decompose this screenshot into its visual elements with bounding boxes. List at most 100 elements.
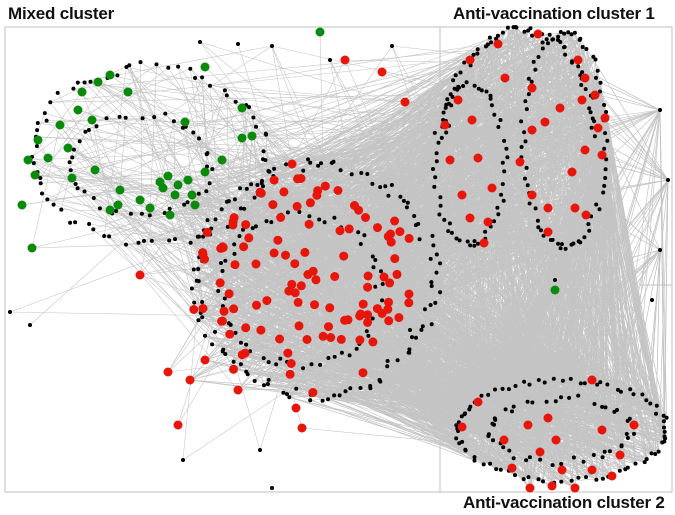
edge <box>31 124 61 249</box>
node-neutral <box>405 200 410 205</box>
node-neutral <box>317 217 322 222</box>
edge <box>600 82 661 111</box>
edge <box>547 132 606 233</box>
edge <box>546 39 604 193</box>
node-neutral <box>468 404 473 409</box>
edge <box>528 185 605 478</box>
node-neutral <box>465 239 470 244</box>
node-neutral <box>513 384 518 388</box>
node-neutral <box>210 342 215 347</box>
node-neutral <box>71 147 76 152</box>
node-anti-vaccine <box>268 200 278 210</box>
node-anti-vaccine <box>479 238 489 248</box>
node-neutral <box>379 269 383 274</box>
node-neutral <box>511 456 516 461</box>
node-pro-vaccine <box>170 190 180 200</box>
node-neutral <box>432 184 437 189</box>
node-neutral <box>154 62 159 67</box>
node-neutral <box>597 207 602 212</box>
node-neutral <box>197 136 201 141</box>
node-neutral <box>523 176 527 181</box>
node-neutral <box>633 461 638 466</box>
node-anti-vaccine <box>404 289 414 299</box>
node-neutral <box>220 269 225 273</box>
node-neutral <box>602 103 607 107</box>
node-neutral <box>216 289 221 293</box>
node-neutral <box>605 382 610 387</box>
edge <box>455 104 605 426</box>
node-neutral <box>117 114 122 119</box>
node-neutral <box>592 134 597 139</box>
edge <box>555 159 607 441</box>
node-neutral <box>463 447 468 452</box>
node-anti-vaccine <box>587 465 597 475</box>
node-neutral <box>364 329 369 334</box>
node-anti-vaccine <box>390 254 400 264</box>
node-neutral <box>417 237 422 242</box>
edge <box>490 98 606 179</box>
edge <box>595 192 604 205</box>
node-neutral <box>523 139 528 144</box>
node-neutral <box>285 210 290 215</box>
node-pro-vaccine <box>217 155 227 165</box>
node-neutral <box>140 116 145 121</box>
node-neutral <box>142 238 146 243</box>
node-neutral <box>433 175 438 180</box>
node-neutral <box>572 30 577 35</box>
node-anti-vaccine <box>465 55 475 65</box>
node-neutral <box>524 458 529 463</box>
edge <box>109 74 250 108</box>
node-neutral <box>569 478 574 483</box>
node-neutral <box>200 75 205 80</box>
edge <box>481 192 604 396</box>
node-neutral <box>489 103 494 108</box>
node-neutral <box>432 130 437 135</box>
edge <box>91 119 183 128</box>
node-neutral <box>503 407 508 412</box>
node-pro-vaccine <box>73 105 83 115</box>
edge <box>464 62 661 111</box>
edge <box>448 125 605 187</box>
edge <box>389 282 587 478</box>
edge <box>109 209 203 318</box>
node-neutral <box>359 171 364 175</box>
node-neutral <box>484 89 489 94</box>
node-neutral <box>87 222 92 226</box>
node-neutral <box>231 359 236 364</box>
node-anti-vaccine <box>291 403 301 413</box>
edge <box>477 192 604 245</box>
node-neutral <box>356 230 361 235</box>
node-neutral <box>73 182 78 186</box>
node-neutral <box>192 300 197 305</box>
node-neutral <box>662 429 667 434</box>
node-neutral <box>504 146 509 151</box>
edge <box>602 192 648 460</box>
node-neutral <box>536 225 541 230</box>
edge <box>193 27 531 270</box>
edge <box>525 177 606 461</box>
node-neutral <box>527 382 532 387</box>
node-anti-vaccine <box>281 250 290 260</box>
node-neutral <box>536 378 541 382</box>
node-neutral <box>619 444 624 449</box>
node-neutral <box>319 161 323 166</box>
node-neutral <box>339 350 344 355</box>
edge <box>240 82 601 189</box>
edge <box>84 191 288 395</box>
node-neutral <box>642 460 647 465</box>
edge <box>493 114 557 441</box>
node-neutral <box>452 86 457 91</box>
node-neutral <box>238 340 243 345</box>
node-anti-vaccine <box>310 300 319 310</box>
edge <box>265 46 487 135</box>
node-neutral <box>526 28 531 33</box>
network-edges <box>9 26 669 489</box>
node-neutral <box>498 467 503 472</box>
node-anti-vaccine <box>336 334 346 344</box>
node-neutral <box>358 242 363 246</box>
node-neutral <box>617 468 622 473</box>
node-neutral <box>616 387 620 392</box>
node-neutral <box>438 261 443 266</box>
edge <box>286 361 459 432</box>
node-neutral <box>326 356 331 360</box>
